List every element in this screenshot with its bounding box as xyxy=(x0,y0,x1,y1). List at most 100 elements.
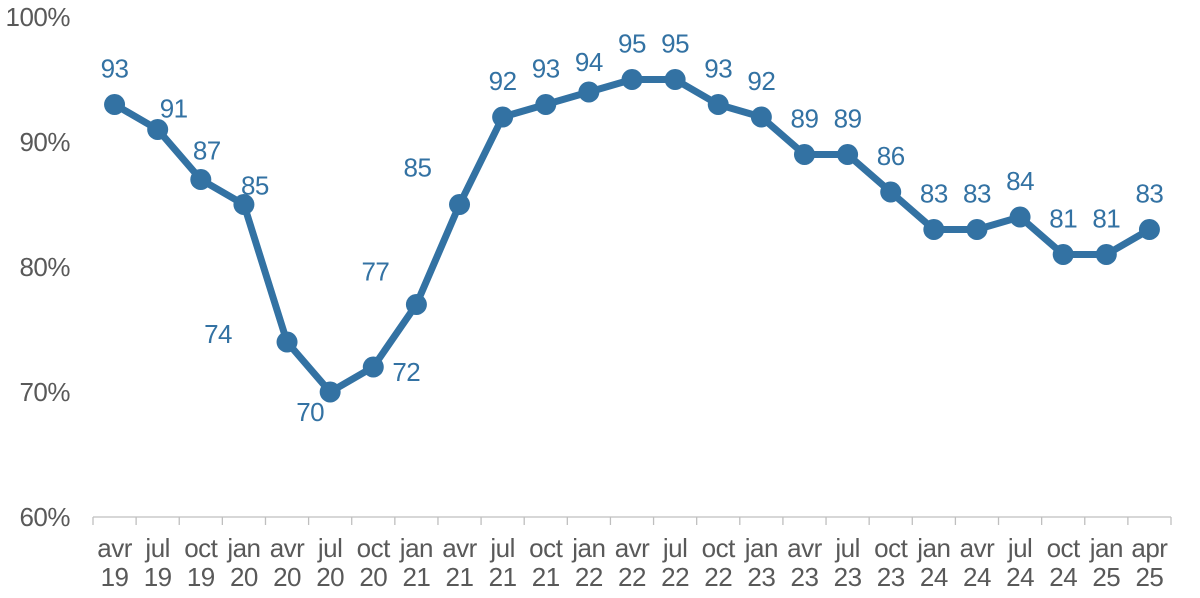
y-axis-tick-label: 90% xyxy=(19,127,70,157)
x-axis-label-month: oct xyxy=(1047,533,1081,563)
x-axis-label-month: jan xyxy=(226,533,260,563)
x-axis-label-month: avr xyxy=(787,533,822,563)
x-axis-label-month: avr xyxy=(615,533,650,563)
data-point-marker xyxy=(880,181,902,203)
x-axis-label-year: 22 xyxy=(618,562,646,592)
x-axis-label-month: apr xyxy=(1131,533,1168,563)
data-point-label: 85 xyxy=(404,153,432,183)
data-point-label: 91 xyxy=(160,94,188,124)
data-point-label: 95 xyxy=(618,29,646,59)
data-point-label: 89 xyxy=(834,104,862,134)
data-point-marker xyxy=(104,94,126,115)
x-axis-label-year: 22 xyxy=(661,562,689,592)
data-point-marker xyxy=(578,81,600,103)
x-axis-label-month: oct xyxy=(874,533,908,563)
data-point-label: 70 xyxy=(296,397,324,427)
x-axis-label-year: 24 xyxy=(1049,562,1077,592)
x-axis-label-year: 20 xyxy=(359,562,387,592)
x-axis-label-year: 19 xyxy=(187,562,215,592)
data-point-label: 72 xyxy=(392,357,420,387)
data-point-label: 93 xyxy=(704,54,732,84)
x-axis-label-month: jul xyxy=(144,533,170,563)
data-point-marker xyxy=(190,169,212,190)
x-axis-label-month: oct xyxy=(702,533,736,563)
x-axis-label-month: oct xyxy=(184,533,218,563)
y-axis-tick-label: 70% xyxy=(19,377,70,407)
x-axis-label-month: avr xyxy=(442,533,477,563)
x-axis-label-year: 23 xyxy=(877,562,905,592)
x-axis-label-year: 22 xyxy=(575,562,603,592)
data-point-label: 74 xyxy=(204,319,232,349)
x-axis-label-month: jul xyxy=(662,533,688,563)
data-point-label: 81 xyxy=(1049,204,1077,234)
data-point-label: 86 xyxy=(877,141,905,171)
x-axis-label-month: jan xyxy=(744,533,778,563)
data-point-marker xyxy=(1052,244,1074,265)
x-axis-label-year: 24 xyxy=(1006,562,1034,592)
x-axis-label-year: 25 xyxy=(1092,562,1120,592)
x-axis-label-year: 23 xyxy=(834,562,862,592)
data-point-marker xyxy=(750,106,772,128)
x-axis-label-year: 24 xyxy=(963,562,991,592)
data-point-marker xyxy=(535,94,557,115)
x-axis-label-year: 19 xyxy=(144,562,172,592)
data-point-marker xyxy=(449,194,471,215)
data-point-marker xyxy=(276,331,298,353)
data-point-label: 92 xyxy=(489,66,517,96)
x-axis-label-year: 22 xyxy=(704,562,732,592)
data-point-marker xyxy=(621,69,643,90)
data-point-marker xyxy=(923,219,945,240)
x-axis-label-month: jul xyxy=(1007,533,1033,563)
x-axis-label-year: 23 xyxy=(747,562,775,592)
y-axis-tick-label: 60% xyxy=(19,502,70,532)
data-point-marker xyxy=(362,356,384,378)
y-axis-tick-label: 80% xyxy=(19,252,70,282)
data-line xyxy=(111,76,1153,396)
x-axis-label-year: 20 xyxy=(273,562,301,592)
data-point-label: 83 xyxy=(920,179,948,209)
data-point-marker xyxy=(1138,219,1160,240)
data-point-marker xyxy=(492,106,514,128)
x-axis-label-year: 21 xyxy=(489,562,517,592)
x-axis-label-month: avr xyxy=(960,533,995,563)
data-point-label: 93 xyxy=(532,54,560,84)
data-point-label: 94 xyxy=(575,47,603,77)
x-axis-label-year: 21 xyxy=(532,562,560,592)
data-point-marker xyxy=(1009,206,1031,228)
data-point-label: 77 xyxy=(361,257,389,287)
data-point-marker xyxy=(319,381,341,403)
x-axis-label-month: jan xyxy=(571,533,605,563)
x-axis-label-month: jan xyxy=(1089,533,1123,563)
data-point-marker xyxy=(664,69,686,90)
data-point-label: 95 xyxy=(661,29,689,59)
data-point-marker xyxy=(793,144,815,165)
data-point-marker xyxy=(405,294,427,315)
x-axis-label-year: 19 xyxy=(101,562,129,592)
x-axis-label-year: 21 xyxy=(446,562,474,592)
data-point-label: 89 xyxy=(791,104,819,134)
x-axis-label-month: jul xyxy=(317,533,343,563)
y-axis-tick-label: 100% xyxy=(6,2,71,32)
x-axis-label-year: 24 xyxy=(920,562,948,592)
x-axis-label-month: avr xyxy=(97,533,132,563)
data-point-label: 93 xyxy=(101,54,129,84)
data-point-label: 83 xyxy=(1135,179,1163,209)
data-point-marker xyxy=(837,144,859,165)
x-axis-label-year: 20 xyxy=(316,562,344,592)
x-axis-label-year: 20 xyxy=(230,562,258,592)
data-point-label: 81 xyxy=(1092,204,1120,234)
data-point-label: 84 xyxy=(1006,166,1034,196)
x-axis-label-month: jan xyxy=(916,533,950,563)
x-axis-label-month: jul xyxy=(834,533,860,563)
data-point-label: 92 xyxy=(747,66,775,96)
x-axis-label-month: oct xyxy=(357,533,391,563)
x-axis-label-month: jul xyxy=(489,533,515,563)
x-axis-label-month: oct xyxy=(529,533,563,563)
data-point-label: 87 xyxy=(193,136,221,166)
data-point-marker xyxy=(147,119,169,140)
x-axis-label-year: 25 xyxy=(1135,562,1163,592)
data-point-marker xyxy=(233,194,255,215)
data-point-label: 85 xyxy=(241,171,269,201)
